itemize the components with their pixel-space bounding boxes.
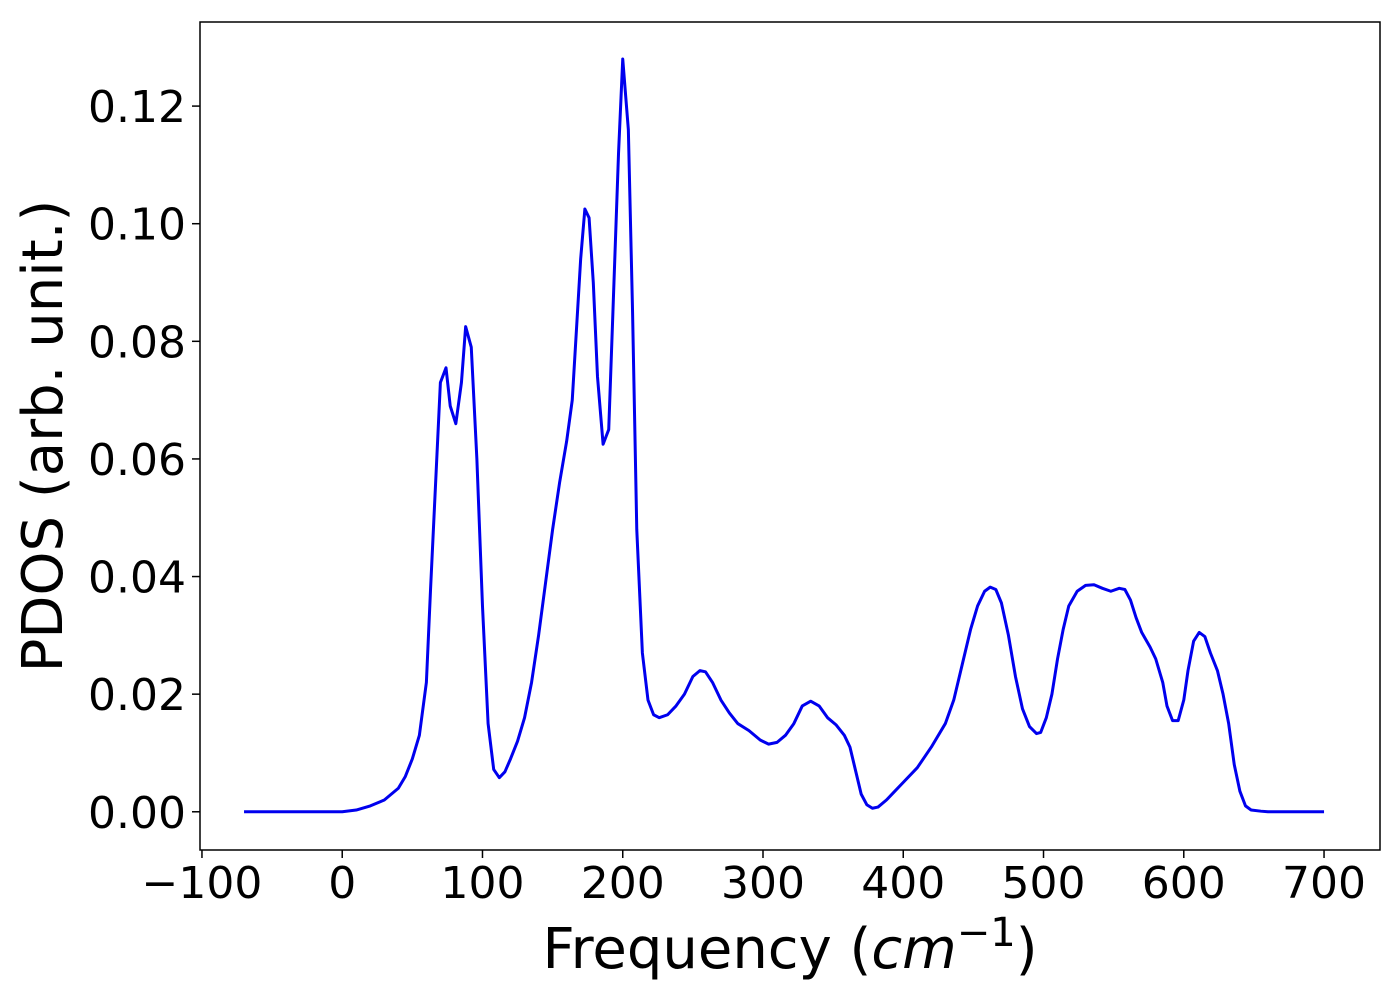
- y-tick-label: 0.08: [88, 317, 186, 368]
- x-label-exponent: −1: [957, 910, 1016, 956]
- x-label-unit: cm: [871, 917, 956, 982]
- plot-frame: [199, 21, 1381, 851]
- x-tick-label: 700: [1282, 858, 1366, 909]
- x-tick-label: 200: [581, 858, 665, 909]
- x-tick-label: −100: [142, 858, 263, 909]
- y-tick-label: 0.04: [88, 553, 186, 604]
- x-label-close: ): [1016, 917, 1038, 982]
- x-tick-label: 0: [328, 858, 356, 909]
- x-label-text: Frequency (: [542, 917, 871, 982]
- x-tick-label: 100: [440, 858, 524, 909]
- y-tick-label: 0.12: [88, 82, 186, 133]
- y-tick-label: 0.06: [88, 435, 186, 486]
- x-tick-label: 400: [861, 858, 945, 909]
- y-tick-label: 0.02: [88, 670, 186, 721]
- y-tick-label: 0.10: [88, 200, 186, 251]
- data-line: [244, 57, 1325, 814]
- x-tick-label: 600: [1142, 858, 1226, 909]
- x-tick-label: 300: [721, 858, 805, 909]
- x-axis-label: Frequency (cm−1): [542, 910, 1037, 982]
- y-axis-label: PDOS (arb. unit.): [11, 200, 76, 673]
- x-tick-label: 500: [1002, 858, 1086, 909]
- y-tick-label: 0.00: [88, 788, 186, 839]
